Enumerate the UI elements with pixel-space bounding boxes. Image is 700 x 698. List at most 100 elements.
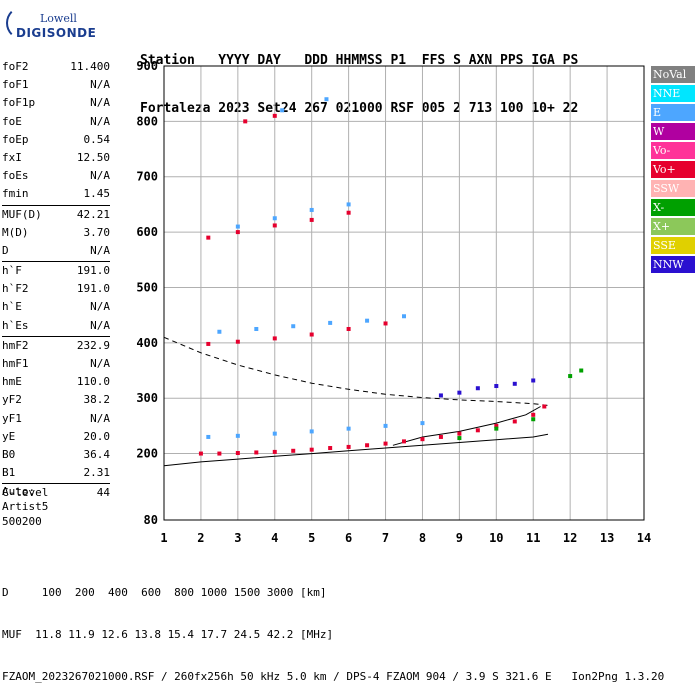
echo-point	[272, 431, 277, 436]
echo-point	[365, 443, 370, 448]
param-row: MUF(D) 42.21	[2, 206, 110, 224]
param-name: hmF2	[2, 338, 29, 352]
y-tick-label: 800	[136, 114, 158, 128]
param-name: foEs	[2, 169, 29, 183]
echo-point	[309, 332, 314, 337]
param-name: C-level	[2, 486, 49, 500]
param-row: D N/A	[2, 242, 110, 260]
param-name: D	[2, 243, 9, 257]
echo-point	[383, 423, 388, 428]
echo-point	[383, 321, 388, 326]
y-tick-label: 80	[144, 513, 158, 527]
param-name: yF2	[2, 393, 22, 407]
param-separator	[2, 261, 110, 263]
param-name: h`F2	[2, 282, 29, 296]
echo-point	[579, 368, 584, 373]
echo-point	[346, 326, 351, 331]
param-name: foE	[2, 114, 22, 128]
echo-point	[531, 412, 536, 417]
param-value: 3.70	[83, 225, 111, 239]
echo-point	[235, 224, 240, 229]
echo-point	[346, 426, 351, 431]
echo-point	[198, 451, 203, 456]
param-name: yE	[2, 429, 16, 443]
echo-point	[457, 436, 462, 441]
param-row: foF1 N/A	[2, 76, 110, 94]
param-row: B1 2.31	[2, 464, 110, 482]
footer-distance-row: D 100 200 400 600 800 1000 1500 3000 [km…	[2, 586, 327, 599]
param-value: 110.0	[76, 375, 110, 389]
param-name: fxI	[2, 150, 22, 164]
echo-point	[272, 449, 277, 454]
echo-point	[291, 448, 296, 453]
param-row: yF2 38.2	[2, 391, 110, 409]
x-tick-label: 2	[197, 531, 204, 545]
param-value: 38.2	[83, 393, 111, 407]
echo-point	[328, 446, 333, 451]
echo-point	[512, 381, 517, 386]
param-row: hmE 110.0	[2, 373, 110, 391]
param-separator	[2, 335, 110, 337]
param-row: hmF1 N/A	[2, 355, 110, 373]
x-tick-label: 13	[600, 531, 614, 545]
echo-point	[542, 404, 547, 409]
param-row: h`Es N/A	[2, 317, 110, 335]
auto-label: Auto:	[2, 485, 36, 498]
legend-item: Vo-	[651, 142, 695, 159]
echo-point	[346, 210, 351, 215]
echo-point	[383, 441, 388, 446]
footer-muf-row: MUF 11.8 11.9 12.6 13.8 15.4 17.7 24.5 4…	[2, 628, 334, 641]
echo-point	[309, 429, 314, 434]
echo-point	[531, 378, 536, 383]
x-tick-label: 12	[563, 531, 577, 545]
param-name: foF2	[2, 60, 29, 73]
legend-item: W	[651, 123, 695, 140]
echo-point	[531, 417, 536, 422]
echo-point	[328, 320, 333, 325]
echo-point	[243, 119, 248, 124]
header-values: Fortaleza 2023 Set24 267 021000 RSF 005 …	[140, 101, 579, 116]
echo-point	[206, 434, 211, 439]
param-value: 2.31	[83, 466, 111, 480]
station-header: Station YYYY DAY DDD HHMMSS P1 FFS S AXN…	[140, 21, 578, 133]
echo-point	[272, 113, 277, 118]
x-tick-label: 5	[308, 531, 315, 545]
echo-point	[402, 314, 406, 319]
echo-point	[217, 451, 222, 456]
echo-point	[217, 329, 222, 334]
y-tick-label: 400	[136, 336, 158, 350]
echo-point	[365, 318, 370, 323]
param-value: N/A	[90, 78, 110, 92]
legend-item: X-	[651, 199, 695, 216]
param-row: hmF2 232.9	[2, 337, 110, 355]
digisonde-logo: Lowell DIGISONDE	[4, 4, 96, 48]
param-value: 1.45	[83, 187, 111, 201]
param-value: 42.21	[76, 207, 110, 221]
legend-item: E	[651, 104, 695, 121]
echo-point	[254, 326, 259, 331]
param-row: yE 20.0	[2, 428, 110, 446]
legend-item: X+	[651, 218, 695, 235]
param-name: hmF1	[2, 357, 29, 370]
param-row: fxI 12.50	[2, 149, 110, 167]
y-tick-label: 500	[136, 280, 158, 294]
echo-point	[457, 390, 462, 395]
param-name: h`Es	[2, 318, 29, 332]
param-value: N/A	[90, 169, 110, 183]
logo-line1: Lowell	[40, 12, 77, 25]
y-tick-label: 900	[136, 59, 158, 73]
legend-item: NNE	[651, 85, 695, 102]
param-row: B0 36.4	[2, 446, 110, 464]
param-name: M(D)	[2, 225, 29, 239]
param-row: foEp 0.54	[2, 131, 110, 149]
echo-point	[346, 202, 351, 207]
param-name: h`F	[2, 264, 22, 278]
param-name: foF1p	[2, 96, 36, 110]
x-tick-label: 6	[345, 531, 352, 545]
profile-line	[163, 336, 549, 406]
param-row: yF1 N/A	[2, 410, 110, 428]
param-value: 44	[96, 486, 110, 500]
profile-line	[392, 406, 541, 446]
echo-point	[280, 108, 285, 113]
param-name: B0	[2, 447, 16, 461]
